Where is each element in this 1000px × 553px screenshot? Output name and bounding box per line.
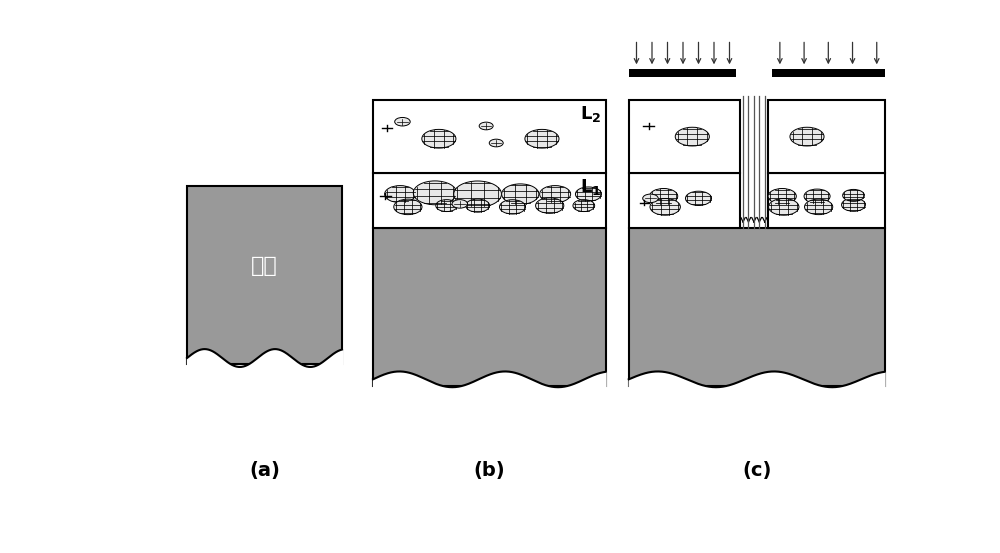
Bar [629,69,736,77]
Bar [373,228,606,386]
Text: $\mathbf{L_2}$: $\mathbf{L_2}$ [580,104,602,124]
Circle shape [436,200,457,212]
Text: (a): (a) [249,461,280,481]
Circle shape [769,199,799,215]
Circle shape [842,198,865,211]
Text: (b): (b) [473,461,505,481]
Circle shape [536,198,564,213]
Circle shape [650,189,678,204]
Circle shape [466,199,490,212]
Circle shape [479,122,493,130]
Bar [373,101,606,173]
Circle shape [489,139,503,147]
Circle shape [499,200,526,214]
Circle shape [675,127,709,146]
Bar [373,173,606,228]
Bar [768,173,885,228]
Circle shape [385,186,416,202]
Bar [629,173,740,228]
Circle shape [413,181,457,205]
Bar [629,101,740,173]
Bar [768,101,885,173]
Bar [772,69,885,77]
Circle shape [540,186,571,202]
Circle shape [502,184,539,204]
Circle shape [395,117,410,126]
Circle shape [422,129,456,148]
Circle shape [643,194,658,202]
Circle shape [573,200,595,212]
Circle shape [650,199,680,215]
Circle shape [394,199,422,215]
Circle shape [805,199,833,215]
Circle shape [685,191,712,206]
Circle shape [768,189,796,204]
Bar [187,186,342,364]
Text: (c): (c) [742,461,771,481]
Circle shape [452,200,468,208]
Text: 衬底: 衬底 [251,257,278,276]
Circle shape [454,181,501,207]
Circle shape [804,189,830,204]
Circle shape [790,127,824,146]
Circle shape [525,129,559,148]
Circle shape [575,187,601,201]
Circle shape [843,190,864,201]
Text: $\mathbf{L_1}$: $\mathbf{L_1}$ [580,177,602,197]
Bar [629,228,885,386]
